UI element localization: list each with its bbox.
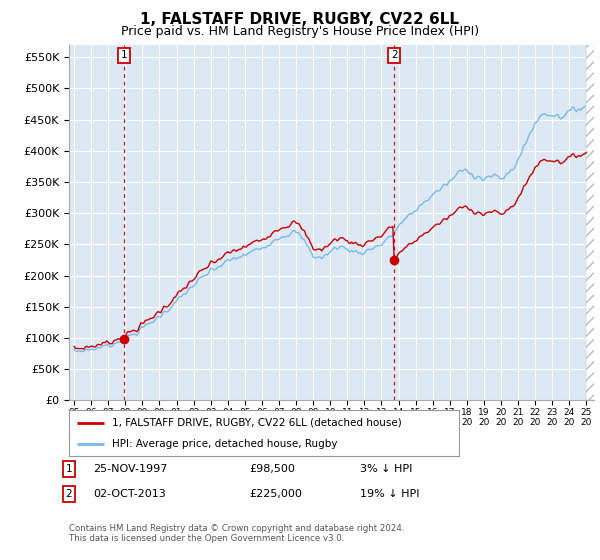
Text: 25-NOV-1997: 25-NOV-1997 — [93, 464, 167, 474]
Text: 1: 1 — [121, 50, 127, 60]
Text: £225,000: £225,000 — [249, 489, 302, 499]
Text: HPI: Average price, detached house, Rugby: HPI: Average price, detached house, Rugb… — [112, 439, 337, 449]
Text: Contains HM Land Registry data © Crown copyright and database right 2024.
This d: Contains HM Land Registry data © Crown c… — [69, 524, 404, 543]
Text: £98,500: £98,500 — [249, 464, 295, 474]
Text: 02-OCT-2013: 02-OCT-2013 — [93, 489, 166, 499]
Text: 1, FALSTAFF DRIVE, RUGBY, CV22 6LL (detached house): 1, FALSTAFF DRIVE, RUGBY, CV22 6LL (deta… — [112, 418, 401, 428]
Text: 2: 2 — [65, 489, 73, 499]
Text: 19% ↓ HPI: 19% ↓ HPI — [360, 489, 419, 499]
Text: 1: 1 — [65, 464, 73, 474]
Text: 3% ↓ HPI: 3% ↓ HPI — [360, 464, 412, 474]
Text: 2: 2 — [391, 50, 398, 60]
Text: 1, FALSTAFF DRIVE, RUGBY, CV22 6LL: 1, FALSTAFF DRIVE, RUGBY, CV22 6LL — [140, 12, 460, 27]
Text: Price paid vs. HM Land Registry's House Price Index (HPI): Price paid vs. HM Land Registry's House … — [121, 25, 479, 38]
